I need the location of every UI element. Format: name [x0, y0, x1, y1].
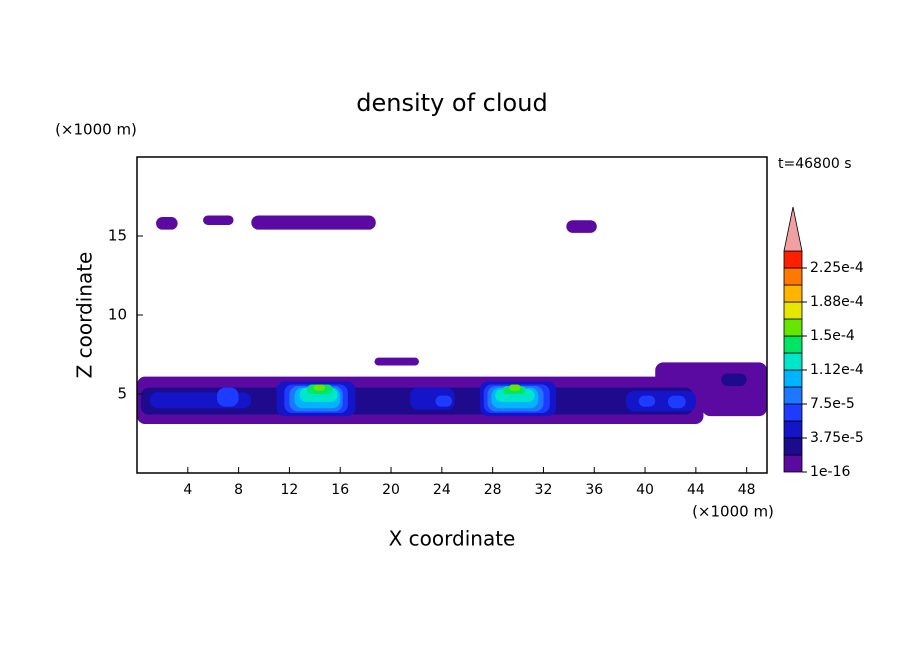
y-tick-label: 5	[117, 385, 127, 403]
cloud-region	[702, 381, 767, 417]
colorbar-label: 2.25e-4	[810, 260, 864, 276]
x-tick-label: 40	[636, 482, 654, 498]
cloud-region	[667, 395, 686, 409]
plot-area	[137, 215, 767, 425]
x-tick-label: 36	[585, 482, 603, 498]
colorbar-band	[783, 420, 803, 439]
chart-title: density of cloud	[356, 89, 547, 117]
colorbar-band	[783, 318, 803, 337]
cloud-region	[566, 220, 597, 233]
colorbar-band	[783, 454, 803, 473]
cloud-region	[313, 384, 325, 391]
colorbar-label: 1.12e-4	[810, 362, 864, 378]
x-tick-label: 16	[331, 482, 349, 498]
x-tick-label: 32	[535, 482, 553, 498]
cloud-region	[638, 395, 656, 407]
colorbar-label: 7.5e-5	[810, 396, 855, 412]
colorbar-label: 1.88e-4	[810, 294, 864, 310]
x-tick-label: 12	[281, 482, 299, 498]
colorbar-band	[783, 301, 803, 320]
cloud-region	[435, 395, 452, 407]
x-tick-label: 8	[234, 482, 243, 498]
cloud-region	[217, 387, 239, 407]
colorbar-band	[783, 369, 803, 388]
x-axis-title: X coordinate	[389, 527, 516, 551]
colorbar-band	[783, 267, 803, 286]
plot-frame	[136, 156, 768, 474]
cloud-region	[156, 217, 178, 230]
y-tick-label: 15	[108, 227, 127, 245]
colorbar-band	[783, 352, 803, 371]
x-tick-label: 24	[433, 482, 451, 498]
x-tick-label: 4	[183, 482, 192, 498]
cloud-region	[251, 215, 376, 230]
colorbar-band	[783, 335, 803, 354]
colorbar-label: 1.5e-4	[810, 328, 855, 344]
colorbar-band	[783, 284, 803, 303]
y-axis-title: Z coordinate	[73, 252, 97, 379]
cloud-region	[509, 384, 521, 391]
cloud-region	[203, 215, 234, 225]
cloud-region	[721, 373, 747, 387]
colorbar-band	[783, 386, 803, 405]
colorbar-label: 3.75e-5	[810, 430, 864, 446]
colorbar-band	[783, 437, 803, 456]
colorbar-band	[783, 403, 803, 422]
time-label: t=46800 s	[778, 156, 852, 172]
y-unit: (×1000 m)	[55, 121, 137, 139]
x-tick-label: 20	[382, 482, 400, 498]
x-tick-label: 48	[738, 482, 756, 498]
colorbar-label: 1e-16	[810, 464, 850, 480]
colorbar-extend	[783, 206, 803, 252]
x-tick-label: 44	[687, 482, 705, 498]
colorbar-band	[783, 250, 803, 269]
cloud-region	[374, 357, 419, 366]
x-tick-label: 28	[484, 482, 502, 498]
x-unit: (×1000 m)	[692, 503, 774, 521]
y-tick-label: 10	[108, 306, 127, 324]
